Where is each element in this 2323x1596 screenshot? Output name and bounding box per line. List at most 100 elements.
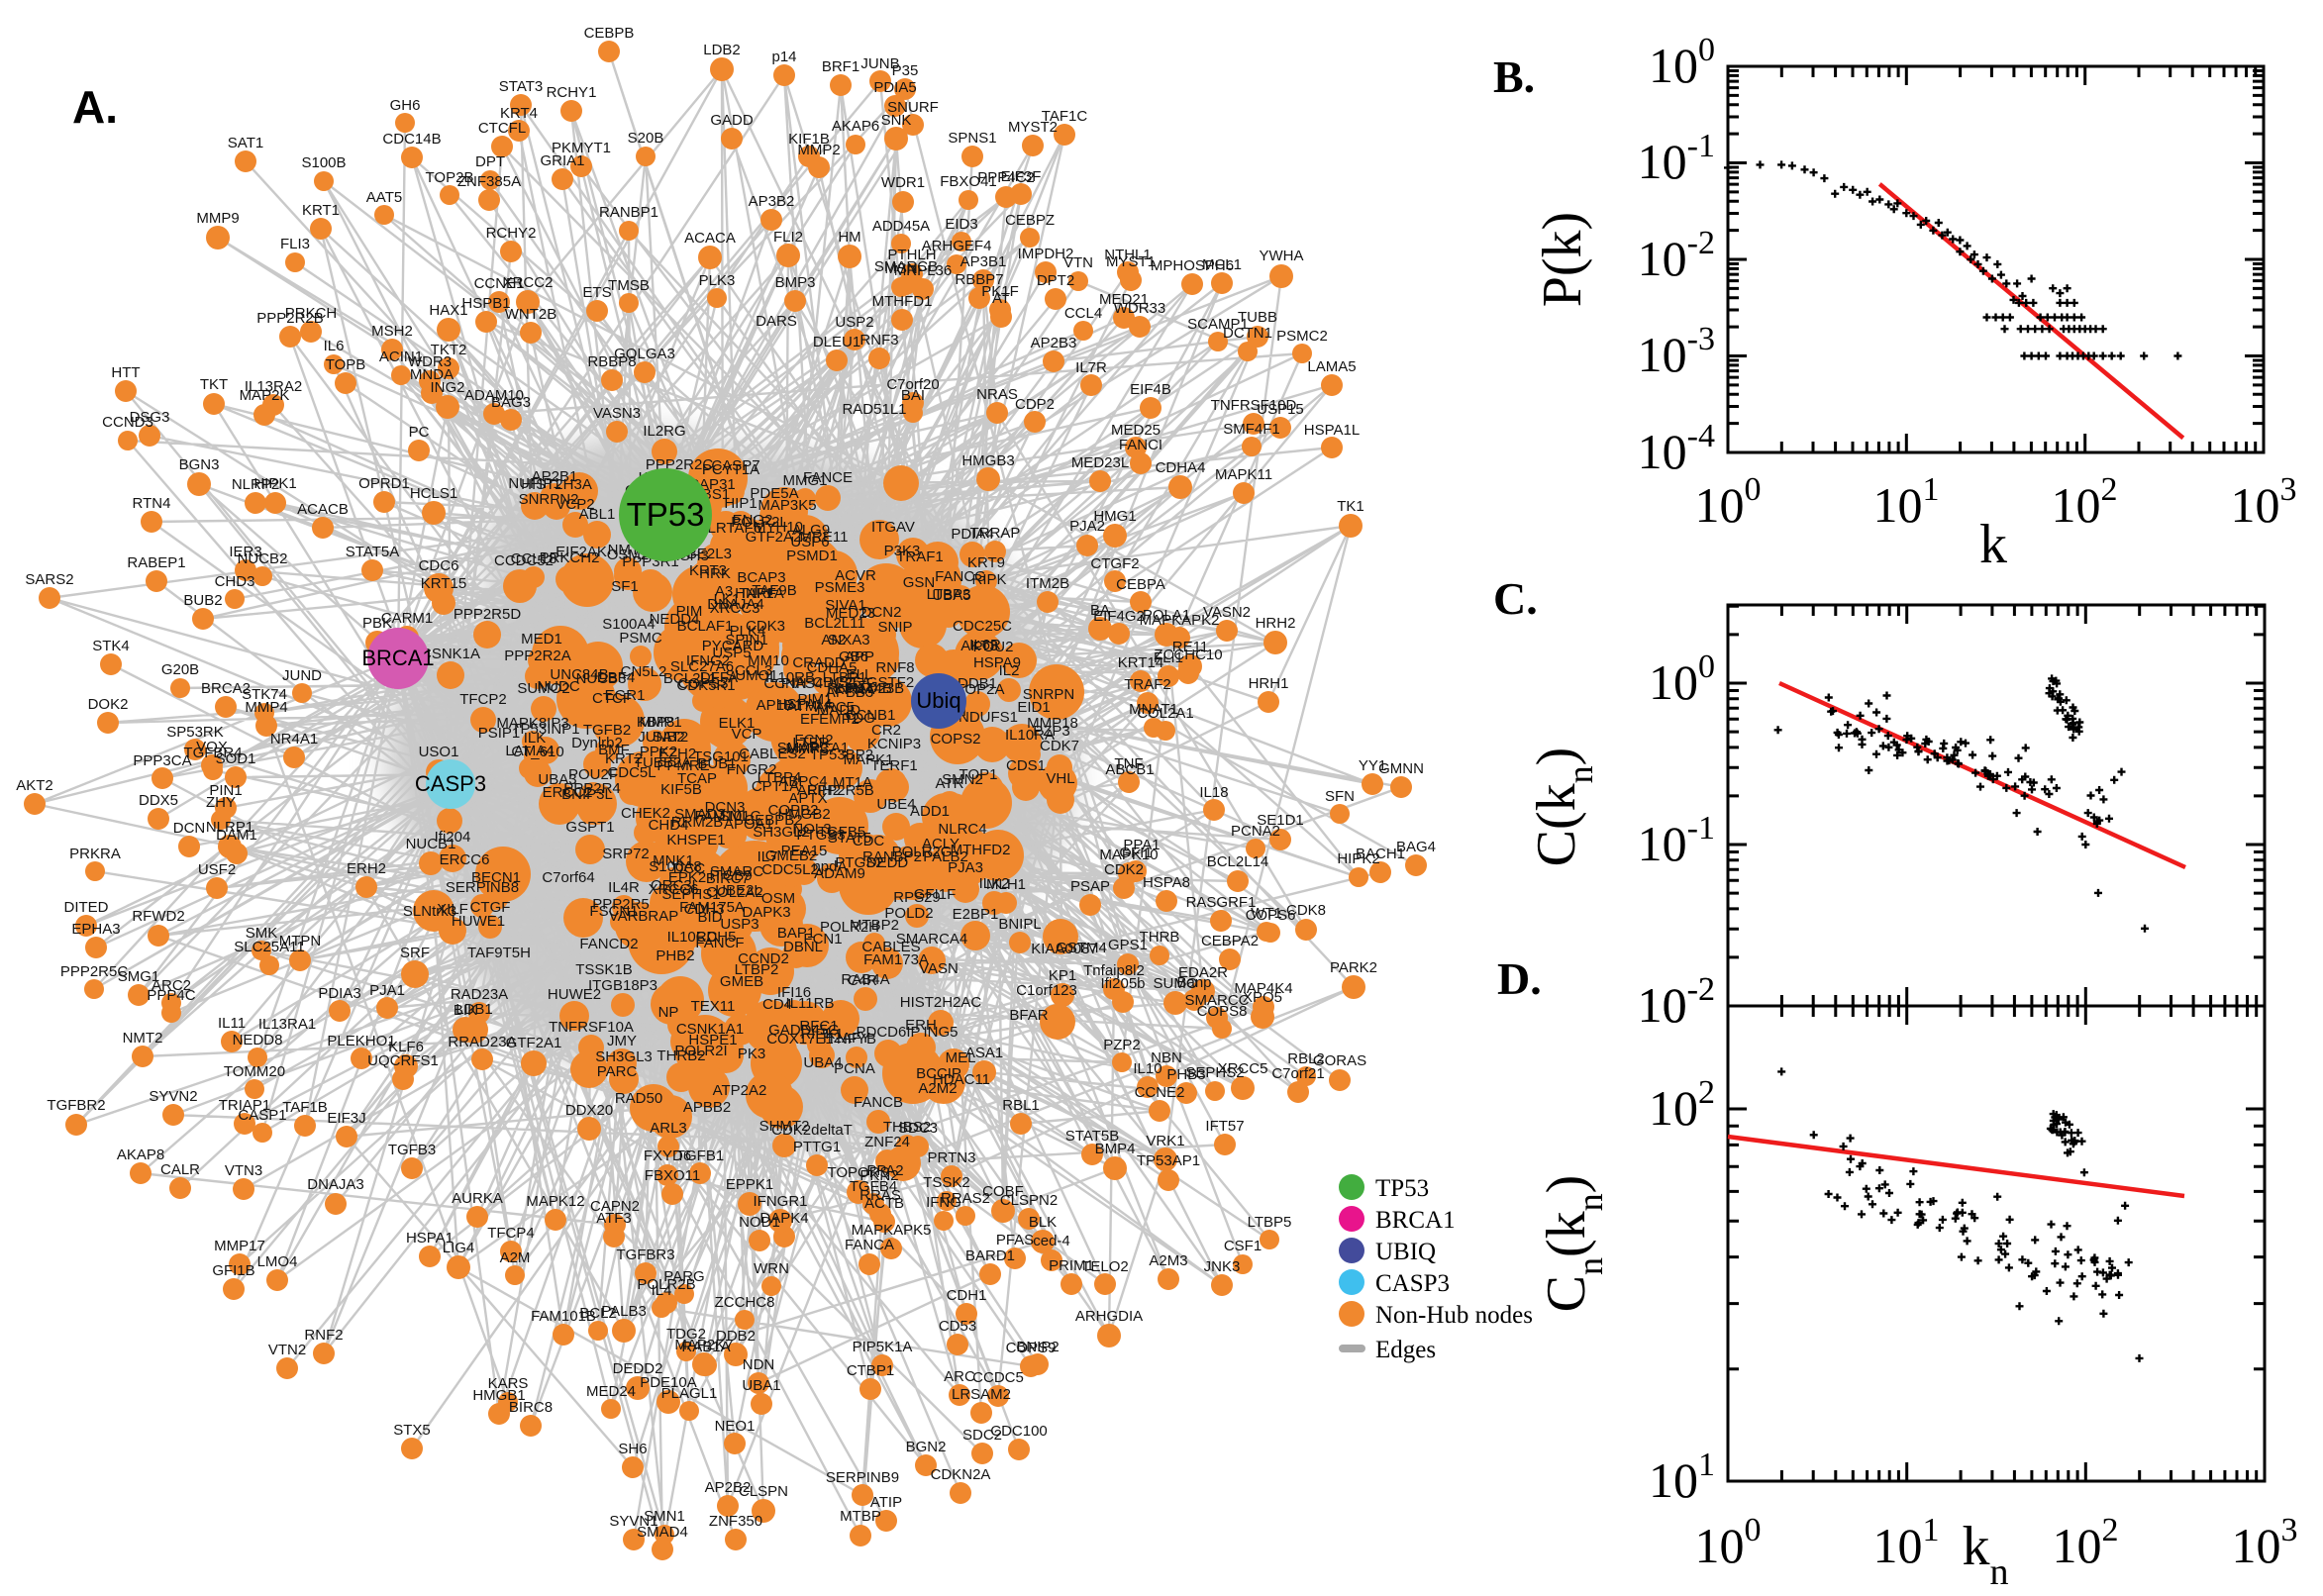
svg-text:IL2RG: IL2RG — [643, 423, 685, 440]
svg-text:ELL: ELL — [847, 666, 873, 683]
svg-text:RBL2: RBL2 — [1287, 1050, 1325, 1067]
svg-text:ILK: ILK — [524, 730, 547, 747]
svg-text:EPHA3: EPHA3 — [71, 921, 120, 938]
svg-text:LK1: LK1 — [714, 591, 741, 608]
svg-text:SF1: SF1 — [611, 578, 639, 595]
svg-text:RPS29: RPS29 — [893, 889, 941, 906]
svg-text:POLR2L: POLR2L — [731, 514, 788, 531]
svg-text:IL4: IL4 — [652, 1282, 672, 1299]
svg-text:VARBRAP: VARBRAP — [609, 908, 679, 925]
svg-text:MAPK8IP3: MAPK8IP3 — [496, 715, 568, 732]
svg-text:CHD3: CHD3 — [215, 573, 255, 590]
svg-text:GOLGA3: GOLGA3 — [614, 346, 675, 362]
svg-text:BCCIP: BCCIP — [916, 1065, 961, 1082]
svg-text:FANCF: FANCF — [695, 935, 744, 951]
svg-text:EDA2R: EDA2R — [1178, 964, 1228, 981]
svg-text:BRF1: BRF1 — [822, 58, 859, 75]
svg-text:RNF2: RNF2 — [304, 1327, 343, 1344]
svg-text:PLAGL1: PLAGL1 — [661, 1385, 718, 1402]
svg-text:BAP1: BAP1 — [777, 925, 815, 942]
svg-text:SARS2: SARS2 — [25, 571, 73, 588]
svg-text:CT_610: CT_610 — [511, 744, 563, 760]
svg-text:NDUFS1: NDUFS1 — [959, 709, 1018, 726]
svg-text:FAM175A: FAM175A — [679, 899, 745, 916]
svg-text:C7orf20: C7orf20 — [886, 376, 939, 393]
svg-text:CPT1A: CPT1A — [752, 778, 799, 795]
svg-text:STK4: STK4 — [92, 638, 130, 654]
svg-text:KBP8: KBP8 — [637, 714, 674, 731]
svg-text:TGFB2: TGFB2 — [583, 722, 631, 739]
svg-text:LAMA4: LAMA4 — [505, 743, 554, 759]
svg-text:PSAP: PSAP — [1070, 878, 1110, 895]
svg-text:TMSB: TMSB — [608, 277, 650, 294]
svg-text:MRE11: MRE11 — [800, 529, 849, 546]
svg-text:PPP4C2: PPP4C2 — [977, 169, 1035, 186]
svg-text:TAF1B: TAF1B — [282, 1099, 328, 1116]
svg-text:BCAP3: BCAP3 — [737, 569, 785, 586]
svg-text:ADAM10: ADAM10 — [464, 387, 524, 404]
svg-text:WDR1: WDR1 — [881, 174, 925, 191]
svg-text:PLK4: PLK4 — [730, 623, 766, 640]
svg-text:ERH2: ERH2 — [347, 860, 386, 877]
svg-text:NDN: NDN — [743, 1356, 775, 1373]
svg-text:BRCA1: BRCA1 — [1375, 1207, 1456, 1234]
svg-text:KRT9: KRT9 — [967, 554, 1005, 571]
svg-text:SNRPN2: SNRPN2 — [519, 491, 579, 508]
svg-text:FCN2: FCN2 — [794, 732, 833, 748]
svg-text:AKT3: AKT3 — [960, 638, 998, 654]
svg-text:EID3: EID3 — [945, 216, 977, 233]
svg-text:BMP3: BMP3 — [775, 274, 816, 291]
svg-text:CCNE2: CCNE2 — [1135, 1084, 1185, 1101]
svg-text:VHL: VHL — [1046, 770, 1074, 787]
svg-text:IMPDH2: IMPDH2 — [1018, 246, 1074, 262]
svg-text:MNAT1: MNAT1 — [1129, 701, 1178, 718]
svg-text:KRT15: KRT15 — [421, 575, 466, 592]
svg-text:USP15: USP15 — [1257, 401, 1304, 418]
svg-text:RANBP1: RANBP1 — [599, 204, 658, 221]
svg-text:NEO1: NEO1 — [715, 1418, 756, 1435]
svg-text:TOMM20: TOMM20 — [224, 1063, 285, 1080]
svg-text:PIM1: PIM1 — [797, 691, 832, 708]
svg-text:IER3: IER3 — [229, 544, 261, 560]
svg-text:USP6: USP6 — [790, 534, 829, 550]
svg-text:APOA1: APOA1 — [724, 816, 773, 833]
svg-text:103: 103 — [2232, 1512, 2298, 1573]
svg-text:SHMT2: SHMT2 — [759, 1118, 810, 1135]
svg-text:CN5L2: CN5L2 — [621, 663, 667, 680]
svg-text:TP53: TP53 — [627, 496, 705, 533]
svg-text:HSPE1: HSPE1 — [688, 1032, 737, 1048]
svg-text:RBL1: RBL1 — [1002, 1097, 1040, 1114]
svg-text:KHSPE1: KHSPE1 — [666, 832, 725, 848]
svg-text:ATR: ATR — [936, 775, 964, 792]
svg-text:C7orf21: C7orf21 — [1271, 1065, 1324, 1082]
svg-text:RCHY1: RCHY1 — [547, 84, 597, 101]
svg-text:MED21: MED21 — [1099, 291, 1149, 308]
svg-text:MT1A: MT1A — [833, 774, 872, 791]
svg-text:MTPN: MTPN — [279, 933, 322, 949]
svg-text:AURKA: AURKA — [452, 1190, 503, 1207]
svg-text:SH6: SH6 — [618, 1441, 647, 1457]
svg-text:VASN3: VASN3 — [593, 405, 641, 422]
svg-text:USP5: USP5 — [712, 645, 751, 661]
svg-text:DEDD2: DEDD2 — [613, 1360, 663, 1377]
svg-text:TSSK1B: TSSK1B — [575, 961, 633, 978]
svg-text:NUCB3: NUCB3 — [576, 670, 627, 687]
svg-text:POU2: POU2 — [973, 639, 1014, 655]
svg-text:PJA2: PJA2 — [1069, 518, 1105, 535]
svg-text:ACLY: ACLY — [922, 836, 960, 852]
svg-text:MADD: MADD — [817, 702, 860, 719]
svg-text:IL10RC: IL10RC — [667, 929, 718, 946]
svg-text:VTN: VTN — [1063, 254, 1093, 271]
svg-text:GFI1F: GFI1F — [914, 886, 957, 903]
svg-text:RAD23B: RAD23B — [847, 680, 904, 697]
svg-text:USF2: USF2 — [198, 861, 236, 878]
svg-text:SML: SML — [720, 808, 751, 825]
svg-text:USP3: USP3 — [720, 916, 758, 933]
svg-text:SIVA1: SIVA1 — [825, 597, 865, 614]
svg-text:BGN2: BGN2 — [906, 1439, 947, 1455]
svg-text:FCN1: FCN1 — [803, 931, 842, 948]
svg-text:IL7: IL7 — [758, 848, 778, 865]
svg-text:IFNGR1: IFNGR1 — [753, 1193, 807, 1210]
svg-text:TP53: TP53 — [1375, 1175, 1429, 1202]
svg-text:AKAP8: AKAP8 — [117, 1147, 164, 1163]
